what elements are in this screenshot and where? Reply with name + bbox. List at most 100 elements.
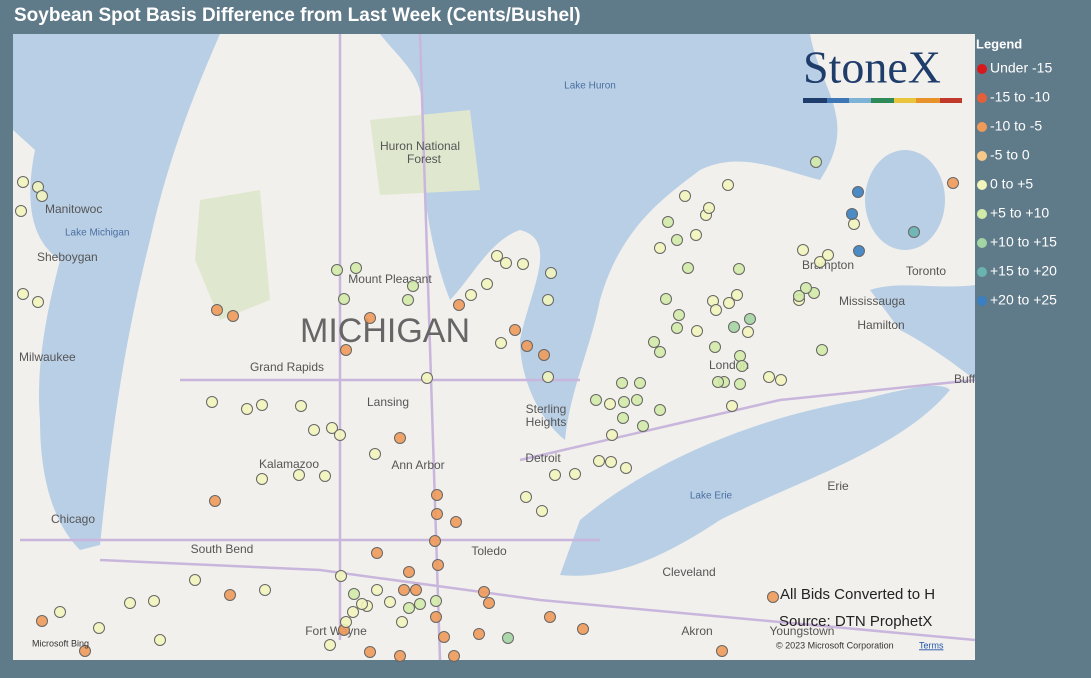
bid-point [124, 597, 136, 609]
terms-link[interactable]: Terms [919, 640, 944, 650]
bid-point [241, 403, 253, 415]
bid-point [617, 412, 629, 424]
map-label: Grand Rapids [250, 360, 324, 374]
bid-point [348, 588, 360, 600]
bid-point [450, 516, 462, 528]
bid-point [430, 595, 442, 607]
bid-point [465, 289, 477, 301]
map-label: Heights [526, 415, 567, 429]
bid-point [908, 226, 920, 238]
bid-point [723, 297, 735, 309]
legend-swatch [977, 64, 987, 74]
bid-point [350, 262, 362, 274]
bid-point [593, 455, 605, 467]
map-label: Toronto [906, 264, 946, 278]
bid-point [334, 429, 346, 441]
bid-point [371, 584, 383, 596]
bid-point [206, 396, 218, 408]
bid-point [338, 293, 350, 305]
bid-point [410, 584, 422, 596]
bid-point [716, 645, 728, 657]
bid-point [800, 282, 812, 294]
bid-point [660, 293, 672, 305]
bid-point [947, 177, 959, 189]
copyright: © 2023 Microsoft Corporation [776, 640, 894, 650]
bid-point [521, 340, 533, 352]
bid-point [432, 559, 444, 571]
bid-point [744, 313, 756, 325]
map-label: Youngstown [770, 624, 835, 638]
bid-point [453, 299, 465, 311]
map-label: Lake Erie [690, 491, 733, 502]
title: Soybean Spot Basis Difference from Last … [14, 5, 581, 26]
bid-point [536, 505, 548, 517]
bid-point [371, 547, 383, 559]
bid-point [430, 611, 442, 623]
bid-point [549, 469, 561, 481]
bid-point [620, 462, 632, 474]
bid-point [308, 424, 320, 436]
bid-point [726, 400, 738, 412]
bid-point [384, 596, 396, 608]
bid-point [654, 404, 666, 416]
bid-point [356, 598, 368, 610]
bid-point [654, 242, 666, 254]
map: Lake Huron Huron National Forest Manitow… [13, 33, 976, 662]
bid-point [810, 156, 822, 168]
bid-point [93, 622, 105, 634]
bid-point [502, 632, 514, 644]
bid-point [403, 566, 415, 578]
bid-point [32, 296, 44, 308]
map-label: Mississauga [839, 294, 905, 308]
bid-point [324, 639, 336, 651]
bid-point [703, 202, 715, 214]
bid-point [79, 645, 91, 657]
bid-point [690, 229, 702, 241]
bid-point [483, 597, 495, 609]
legend-title: Legend [976, 36, 1022, 51]
bid-point [569, 468, 581, 480]
bid-point [500, 257, 512, 269]
bid-point [414, 598, 426, 610]
bid-point [733, 263, 745, 275]
bid-point [347, 606, 359, 618]
map-label: Sterling [526, 402, 567, 416]
bid-point [767, 591, 779, 603]
bid-point [734, 350, 746, 362]
bid-point [491, 250, 503, 262]
bid-point [478, 586, 490, 598]
bid-point [15, 205, 27, 217]
map-label: Mount Pleasant [348, 272, 432, 286]
bid-point [335, 570, 347, 582]
bid-point [712, 376, 724, 388]
bid-point [364, 646, 376, 658]
legend-label: +15 to +20 [990, 263, 1057, 279]
note: Source: DTN ProphetX [779, 613, 932, 630]
bid-point [545, 267, 557, 279]
legend-swatch [977, 151, 987, 161]
bid-point [775, 374, 787, 386]
bid-point [256, 473, 268, 485]
bid-point [848, 218, 860, 230]
bid-point [189, 574, 201, 586]
bid-point [431, 508, 443, 520]
bid-point [577, 623, 589, 635]
bid-point [604, 398, 616, 410]
legend-swatch [977, 238, 987, 248]
map-label: Ann Arbor [391, 458, 444, 472]
bid-point [793, 290, 805, 302]
map-label: Buff [954, 372, 976, 386]
map-label: Lansing [367, 395, 409, 409]
bid-point [340, 616, 352, 628]
bid-point [520, 491, 532, 503]
bid-point [402, 294, 414, 306]
bid-point [590, 394, 602, 406]
bid-point [154, 634, 166, 646]
bid-point [816, 344, 828, 356]
bid-point [224, 589, 236, 601]
map-label: Forest [407, 152, 442, 166]
bid-point [544, 611, 556, 623]
legend: Under -15 -15 to -10 -10 to -5 -5 to 0 0 to … [977, 60, 1057, 308]
bid-points [15, 156, 959, 662]
